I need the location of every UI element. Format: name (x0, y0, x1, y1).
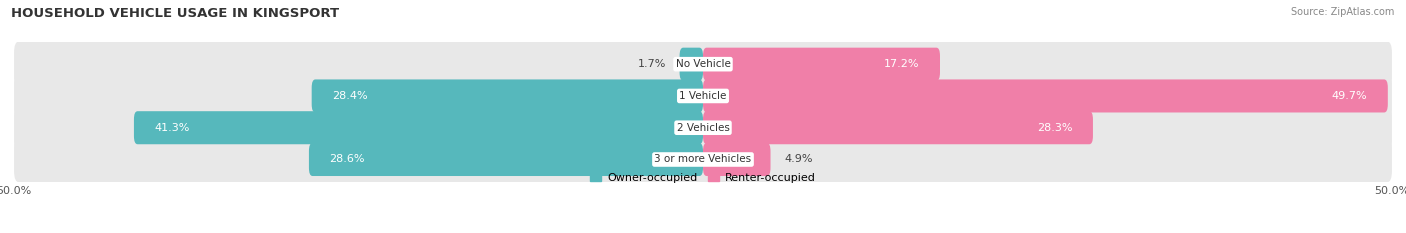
FancyBboxPatch shape (14, 73, 1392, 119)
Text: 1.7%: 1.7% (637, 59, 666, 69)
FancyBboxPatch shape (679, 48, 703, 81)
FancyBboxPatch shape (312, 79, 703, 113)
FancyBboxPatch shape (309, 143, 703, 176)
Text: HOUSEHOLD VEHICLE USAGE IN KINGSPORT: HOUSEHOLD VEHICLE USAGE IN KINGSPORT (11, 7, 339, 20)
Text: 28.4%: 28.4% (332, 91, 368, 101)
Legend: Owner-occupied, Renter-occupied: Owner-occupied, Renter-occupied (586, 168, 820, 187)
Text: 3 or more Vehicles: 3 or more Vehicles (654, 154, 752, 164)
Text: 49.7%: 49.7% (1331, 91, 1367, 101)
FancyBboxPatch shape (703, 79, 1388, 113)
FancyBboxPatch shape (703, 143, 770, 176)
Text: 17.2%: 17.2% (884, 59, 920, 69)
FancyBboxPatch shape (134, 111, 703, 144)
Text: 2 Vehicles: 2 Vehicles (676, 123, 730, 133)
FancyBboxPatch shape (14, 137, 1392, 182)
Text: No Vehicle: No Vehicle (675, 59, 731, 69)
Text: Source: ZipAtlas.com: Source: ZipAtlas.com (1291, 7, 1395, 17)
FancyBboxPatch shape (703, 48, 941, 81)
FancyBboxPatch shape (14, 105, 1392, 151)
FancyBboxPatch shape (703, 111, 1092, 144)
Text: 28.3%: 28.3% (1036, 123, 1073, 133)
Text: 1 Vehicle: 1 Vehicle (679, 91, 727, 101)
Text: 28.6%: 28.6% (329, 154, 366, 164)
FancyBboxPatch shape (14, 41, 1392, 87)
Text: 41.3%: 41.3% (155, 123, 190, 133)
Text: 4.9%: 4.9% (785, 154, 813, 164)
